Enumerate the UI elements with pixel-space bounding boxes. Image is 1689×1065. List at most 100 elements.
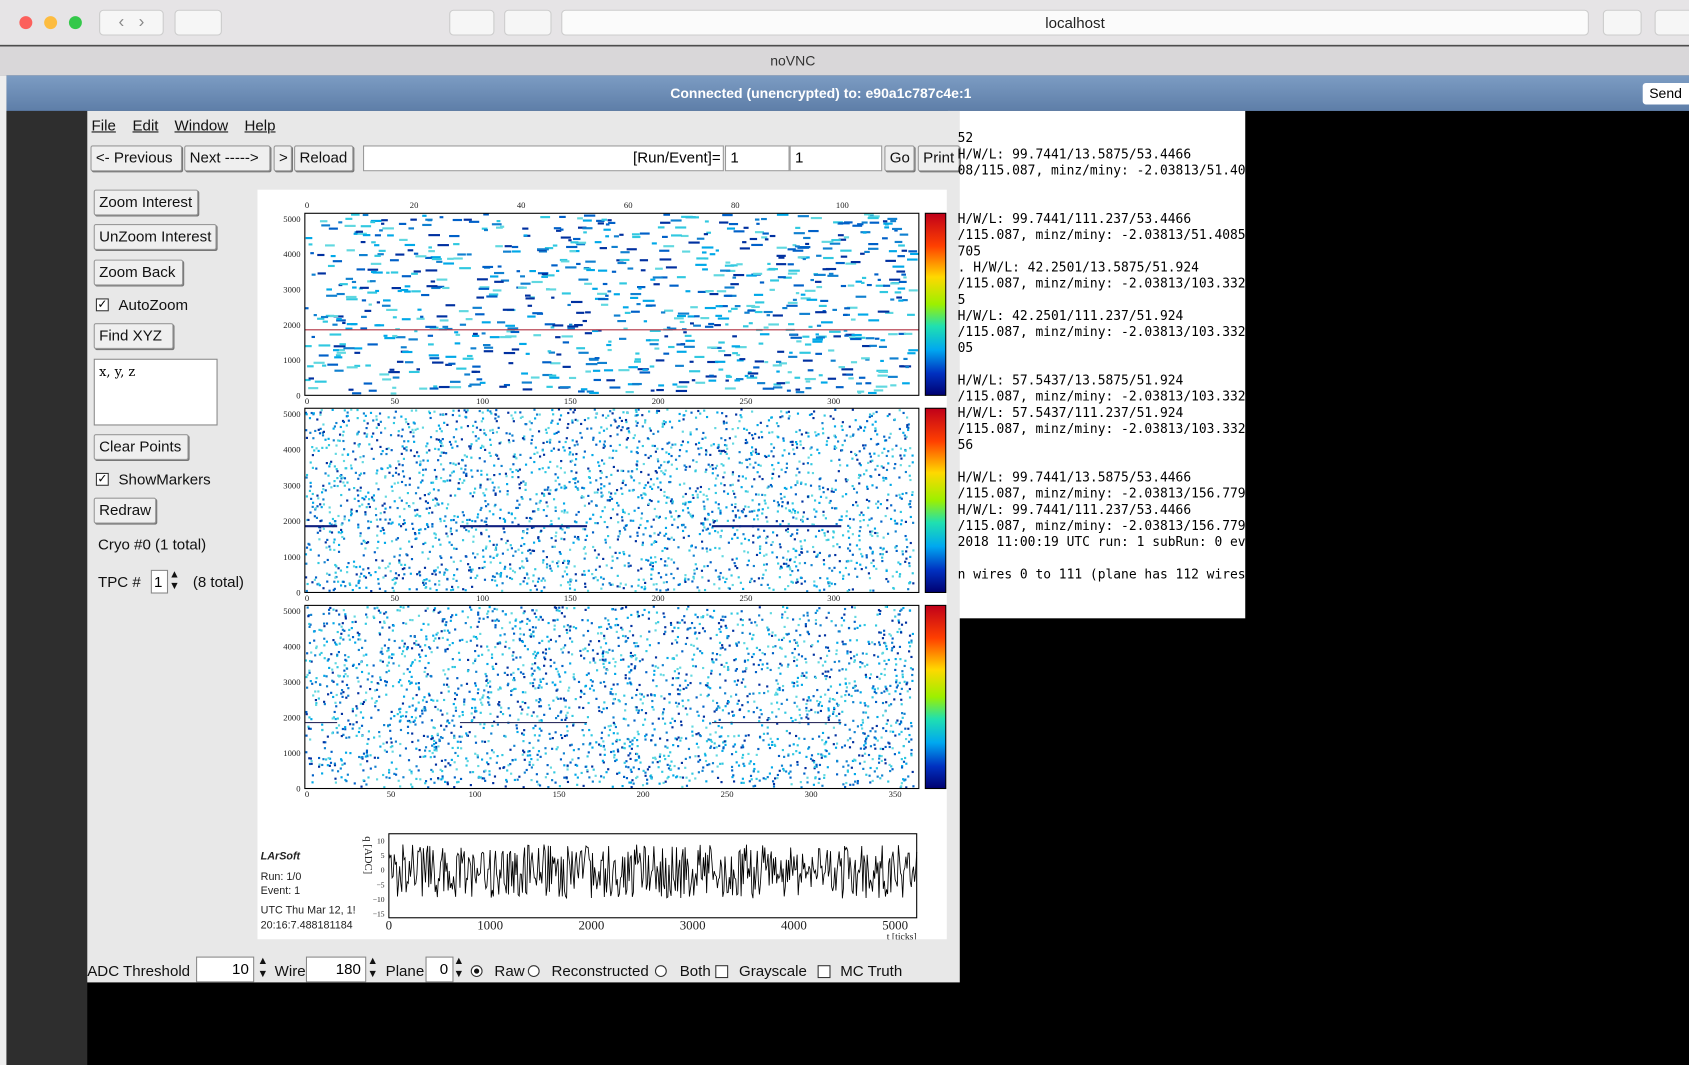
hit (414, 636, 416, 638)
zoom-interest-button[interactable]: Zoom Interest (94, 190, 198, 216)
hit (318, 538, 320, 540)
hit (511, 471, 513, 473)
url-field[interactable]: localhost (561, 10, 1589, 36)
hit (618, 772, 620, 774)
print-button[interactable]: Print (918, 145, 960, 171)
step-button[interactable]: > (274, 145, 292, 171)
close-button[interactable] (19, 16, 32, 29)
hit (366, 616, 368, 618)
hit (585, 370, 591, 372)
hit (732, 584, 734, 586)
hit (475, 435, 477, 437)
hit (653, 670, 655, 672)
hit (619, 338, 626, 340)
unzoom-interest-button[interactable]: UnZoom Interest (94, 224, 217, 250)
hit (614, 492, 616, 494)
hit (631, 748, 633, 750)
extension-button[interactable] (504, 10, 551, 36)
hit (822, 432, 824, 434)
hit (704, 233, 708, 235)
go-button[interactable]: Go (884, 145, 914, 171)
hit (716, 465, 718, 467)
hit (853, 488, 855, 490)
hit (343, 448, 345, 450)
hit (393, 417, 395, 419)
hit (823, 532, 825, 534)
hit (442, 445, 444, 447)
hit (494, 272, 504, 274)
hit (743, 765, 745, 767)
hit (344, 664, 346, 666)
hit (321, 724, 323, 726)
find-xyz-button[interactable]: Find XYZ (94, 323, 174, 349)
hit (598, 270, 607, 272)
hit (344, 585, 346, 587)
hit (641, 414, 643, 416)
next-button[interactable]: Next -----> (184, 145, 270, 171)
hit (736, 263, 742, 265)
hit (742, 475, 744, 477)
hit (609, 457, 611, 459)
hit (881, 560, 883, 562)
sidebar-button[interactable] (175, 10, 222, 36)
hit (906, 424, 908, 426)
zoom-back-button[interactable]: Zoom Back (94, 260, 183, 286)
hit (358, 634, 360, 636)
hit (795, 556, 797, 558)
hit (373, 458, 375, 460)
show-markers-checkbox[interactable]: ✓ (96, 473, 109, 486)
minimize-button[interactable] (44, 16, 57, 29)
nav-buttons[interactable]: ‹ › (99, 10, 164, 36)
previous-button[interactable]: <- Previous (90, 145, 182, 171)
hit (329, 315, 338, 317)
redraw-button[interactable]: Redraw (94, 498, 156, 524)
hit (533, 542, 535, 544)
hit (517, 270, 520, 272)
tpc-spinner[interactable]: ▲▼ (169, 569, 180, 593)
xyz-field[interactable]: x, y, z (94, 359, 218, 426)
hit (617, 535, 619, 537)
hit (338, 531, 340, 533)
x-tick-label: 250 (740, 593, 753, 603)
send-button[interactable]: Send (1643, 83, 1689, 105)
hit (740, 782, 742, 784)
maximize-button[interactable] (69, 16, 82, 29)
hit (403, 696, 405, 698)
hit (685, 290, 690, 292)
hit (639, 761, 641, 763)
hit (709, 454, 711, 456)
hit (530, 552, 532, 554)
clear-points-button[interactable]: Clear Points (94, 434, 189, 460)
hit (611, 608, 613, 610)
autozoom-checkbox[interactable]: ✓ (96, 298, 109, 311)
tab-title[interactable]: noVNC (0, 46, 1689, 75)
hit (832, 711, 834, 713)
hit (792, 516, 794, 518)
reload-button[interactable]: Reload (294, 145, 353, 171)
hit (548, 622, 550, 624)
extension-button[interactable] (449, 10, 494, 36)
hit (734, 230, 745, 232)
hit (465, 411, 467, 413)
hit (373, 271, 383, 273)
hit (625, 703, 627, 705)
hit (706, 495, 708, 497)
hit (766, 425, 768, 427)
hit (347, 454, 349, 456)
hit (656, 412, 658, 414)
hit (547, 486, 549, 488)
download-button[interactable] (1603, 10, 1642, 36)
hit (477, 278, 488, 280)
hit (847, 547, 849, 549)
hit (392, 579, 394, 581)
hit (386, 616, 388, 618)
hit (499, 517, 501, 519)
run-field[interactable]: 1 (725, 145, 790, 171)
hit (885, 645, 887, 647)
hit (483, 777, 485, 779)
hit (537, 739, 539, 741)
event-field[interactable]: 1 (790, 145, 883, 171)
hit (697, 746, 699, 748)
tpc-field[interactable]: 1 (151, 570, 168, 594)
share-button[interactable] (1655, 10, 1689, 36)
